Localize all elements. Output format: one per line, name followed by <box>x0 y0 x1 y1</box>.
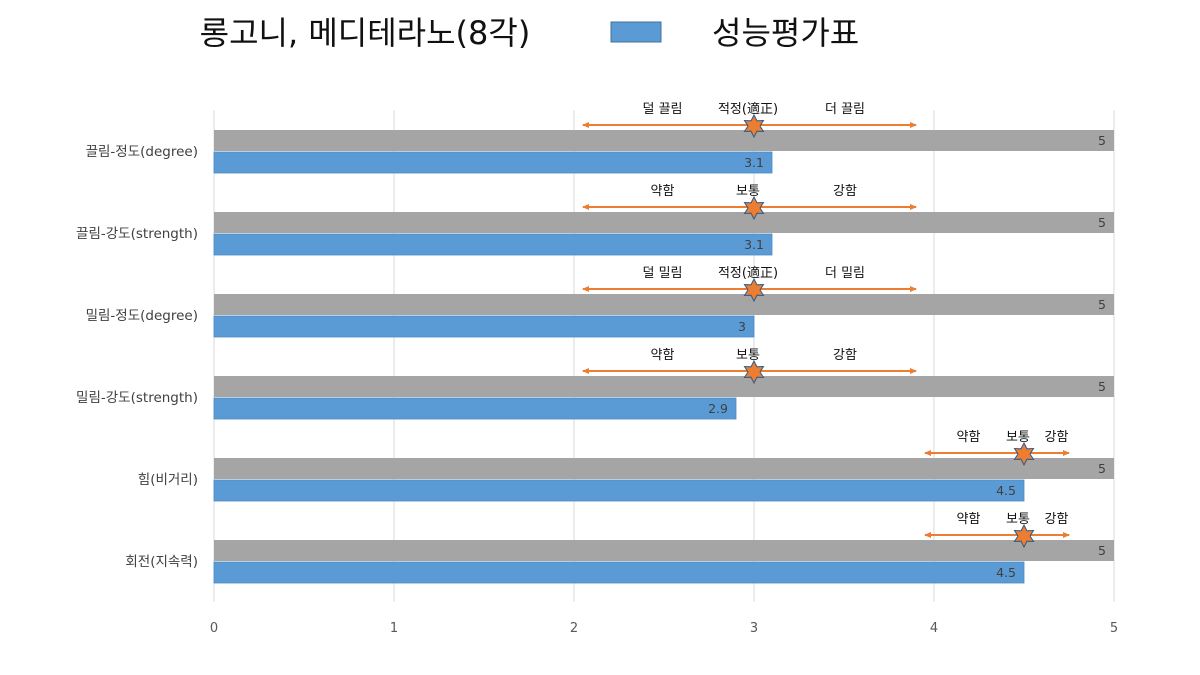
bar-score <box>213 561 1025 584</box>
bar-max-label: 5 <box>1098 215 1106 230</box>
bar-score-label: 3.1 <box>744 155 764 170</box>
bar-max <box>214 130 1114 151</box>
annotation-right-label: 강함 <box>1045 430 1069 445</box>
category-label: 끌림-정도(degree) <box>86 144 198 160</box>
bar-score <box>213 315 755 338</box>
x-tick-label: 4 <box>930 621 938 636</box>
bar-score <box>213 479 1025 502</box>
star-marker-icon <box>1013 441 1035 467</box>
category-label: 밀림-정도(degree) <box>86 308 198 324</box>
x-tick-label: 3 <box>750 621 758 636</box>
bar-max-label: 5 <box>1098 133 1106 148</box>
annotation-left-label: 약함 <box>957 430 981 445</box>
bar-score <box>213 233 773 256</box>
star-marker-icon <box>743 277 765 303</box>
annotation-left-label: 약함 <box>957 512 981 527</box>
bar-score <box>213 397 737 420</box>
bar-score-label: 3.1 <box>744 237 764 252</box>
star-marker-icon <box>743 359 765 385</box>
annotation-center-label: 적정(適正) <box>718 101 778 117</box>
bar-max <box>214 458 1114 479</box>
annotation-right-label: 강함 <box>1045 512 1069 527</box>
annotation-center-label: 적정(適正) <box>718 265 778 281</box>
x-tick-label: 0 <box>210 621 218 636</box>
annotation-right-label: 강함 <box>833 184 857 199</box>
bar-score <box>213 151 773 174</box>
category-label: 회전(지속력) <box>125 554 198 570</box>
category-label: 밀림-강도(strength) <box>76 390 198 406</box>
bar-score-label: 3 <box>738 319 746 334</box>
annotation-center-label: 보통 <box>736 348 760 363</box>
annotation-left-label: 덜 밀림 <box>642 266 682 281</box>
bar-max <box>214 376 1114 397</box>
bar-score-label: 4.5 <box>996 483 1016 498</box>
star-marker-icon <box>743 113 765 139</box>
legend-label: 성능평가표 <box>712 14 859 52</box>
bars: 5 3.1 5 3.1 5 3 5 2.9 5 4.5 5 4.5 <box>213 130 1114 584</box>
annotation-right-label: 더 밀림 <box>825 266 865 281</box>
annotation-left-label: 덜 끌림 <box>642 102 682 117</box>
annotation-left-label: 약함 <box>651 348 675 363</box>
annotation-left-label: 약함 <box>651 184 675 199</box>
star-marker-icon <box>1013 523 1035 549</box>
annotation-right-label: 강함 <box>833 348 857 363</box>
category-label: 힘(비거리) <box>138 472 198 488</box>
legend-swatch <box>610 21 662 43</box>
bar-max-label: 5 <box>1098 379 1106 394</box>
bar-max <box>214 212 1114 233</box>
annotation-center-label: 보통 <box>1006 512 1030 527</box>
gridlines <box>213 110 1115 602</box>
x-tick-label: 2 <box>570 621 578 636</box>
annotation-right-label: 더 끌림 <box>825 102 865 117</box>
bar-max-label: 5 <box>1098 461 1106 476</box>
x-tick-label: 5 <box>1110 621 1118 636</box>
annotation-center-label: 보통 <box>736 184 760 199</box>
bar-score-label: 2.9 <box>708 401 728 416</box>
star-marker-icon <box>743 195 765 221</box>
bar-max-label: 5 <box>1098 297 1106 312</box>
bar-score-label: 4.5 <box>996 565 1016 580</box>
category-label: 끌림-강도(strength) <box>76 226 198 242</box>
annotation-center-label: 보통 <box>1006 430 1030 445</box>
axes: 0 1 2 3 4 5 끌림-정도(degree) 끌림-강도(strength) 밀림-정도(… <box>76 144 1118 636</box>
chart-title: 롱고니, 메디테라노(8각) <box>200 14 531 52</box>
bar-max <box>214 540 1114 561</box>
x-tick-label: 1 <box>390 621 398 636</box>
bar-max <box>214 294 1114 315</box>
bar-max-label: 5 <box>1098 543 1106 558</box>
